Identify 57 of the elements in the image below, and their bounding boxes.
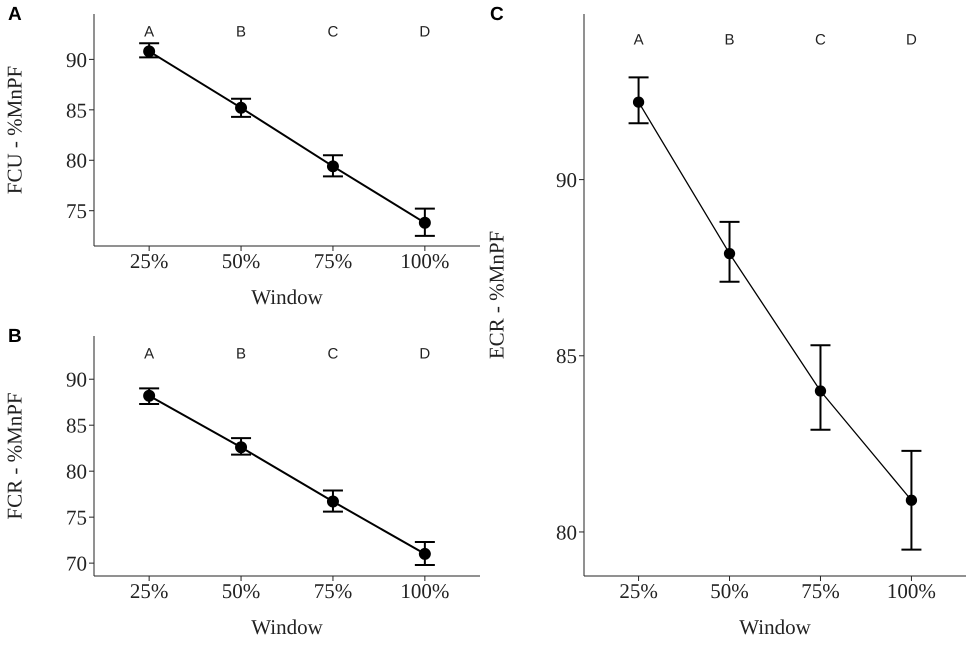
y-tick-label: 70: [66, 552, 87, 576]
annotation: B: [236, 24, 246, 41]
x-tick-label: 25%: [130, 248, 168, 273]
y-tick-label: 80: [66, 460, 87, 484]
point: [235, 102, 248, 114]
point: [906, 494, 918, 506]
x-tick-label: 100%: [886, 578, 936, 603]
x-tick-label: 50%: [222, 578, 260, 603]
y-tick-label: 80: [66, 148, 87, 173]
annotation: D: [419, 24, 430, 41]
y-tick-label: 85: [66, 414, 87, 438]
point: [418, 548, 431, 560]
annotation: D: [419, 346, 430, 363]
annotation: A: [144, 24, 154, 41]
annotation: C: [815, 32, 826, 49]
annotation: A: [144, 346, 154, 363]
y-tick-label: 90: [556, 168, 577, 192]
x-tick-label: 75%: [801, 578, 840, 603]
point: [143, 45, 156, 58]
y-axis-title: FCU - %MnPF: [2, 66, 26, 194]
point: [814, 385, 826, 397]
x-axis-title: Window: [739, 615, 812, 639]
x-tick-label: 25%: [130, 578, 168, 603]
point: [632, 96, 644, 108]
y-axis-title: ECR - %MnPF: [484, 230, 508, 360]
point: [326, 160, 339, 172]
x-tick-label: 50%: [710, 578, 749, 603]
x-axis-title: Window: [251, 285, 324, 309]
chart-title: A: [8, 4, 22, 26]
point: [724, 248, 736, 260]
y-tick-label: 80: [556, 520, 577, 544]
x-tick-label: 25%: [619, 578, 658, 603]
annotation: C: [328, 24, 339, 41]
annotation: B: [724, 32, 735, 49]
point: [235, 441, 248, 454]
point: [326, 496, 339, 508]
annotation: D: [906, 32, 918, 49]
y-tick-label: 75: [66, 506, 87, 530]
point: [418, 216, 431, 229]
point: [143, 390, 156, 402]
annotation: B: [236, 346, 246, 363]
x-tick-label: 75%: [314, 248, 352, 273]
annotation: C: [328, 346, 339, 363]
x-axis-title: Window: [251, 615, 324, 639]
annotation: A: [634, 32, 644, 49]
x-tick-label: 100%: [400, 578, 450, 603]
y-tick-label: 85: [66, 98, 87, 122]
x-tick-label: 75%: [314, 578, 352, 603]
x-tick-label: 100%: [400, 248, 450, 273]
y-tick-label: 90: [66, 48, 87, 72]
chart-title: C: [490, 4, 504, 26]
y-tick-label: 85: [556, 344, 577, 368]
x-tick-label: 50%: [222, 248, 260, 273]
chart-title: B: [8, 326, 22, 348]
y-tick-label: 90: [66, 368, 87, 392]
y-tick-label: 75: [66, 199, 87, 224]
y-axis-title: FCR - %MnPF: [2, 392, 26, 520]
